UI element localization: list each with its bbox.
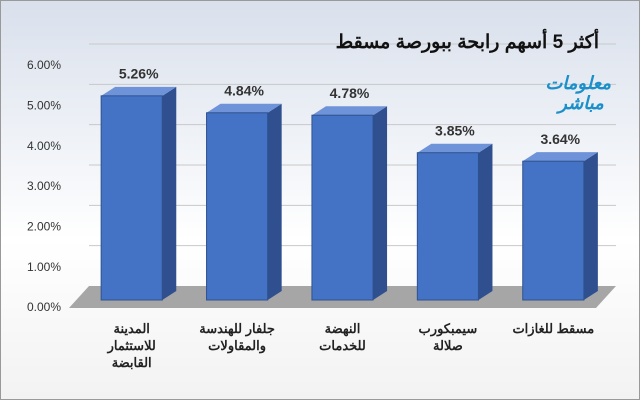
value-label: 5.26%	[119, 66, 159, 82]
value-label: 3.64%	[540, 131, 580, 147]
bar-top	[417, 143, 493, 153]
y-tick-label: 2.00%	[27, 220, 61, 234]
bar	[100, 95, 163, 301]
y-tick-label: 4.00%	[27, 139, 61, 153]
y-tick-label: 6.00%	[27, 58, 61, 72]
x-tick-label: المدينة للاستثمار القابضة	[107, 321, 156, 370]
value-label: 4.78%	[330, 85, 370, 101]
bar	[416, 152, 479, 301]
bar-side	[267, 103, 282, 300]
chart-title: أكثر 5 أسهم رابحة ببورصة مسقط	[335, 32, 599, 53]
bar-top	[311, 106, 388, 116]
value-label: 3.85%	[435, 122, 475, 138]
bar-side	[162, 86, 177, 300]
x-tick-label: مسقط للغازات	[512, 321, 595, 336]
y-tick-label: 1.00%	[27, 260, 61, 274]
value-label: 4.84%	[224, 82, 264, 98]
x-tick-label: جلفار للهندسة والمقاولات	[199, 321, 275, 353]
y-tick-label: 0.00%	[27, 300, 61, 314]
y-tick-label: 3.00%	[27, 179, 61, 193]
bar-top	[101, 86, 177, 96]
bar-top	[522, 152, 598, 162]
x-tick-label: النهضة للخدمات	[319, 321, 366, 353]
bar	[522, 160, 585, 301]
bar-side	[373, 106, 388, 300]
bar-top	[206, 103, 282, 113]
bar	[206, 112, 269, 301]
bar	[311, 114, 374, 301]
watermark: معلومات مباشر	[545, 73, 611, 113]
x-tick-label: سيمبكورب صلالة	[418, 321, 478, 353]
bar-side	[583, 152, 598, 300]
y-tick-label: 5.00%	[27, 99, 61, 113]
bar-side	[478, 143, 493, 300]
